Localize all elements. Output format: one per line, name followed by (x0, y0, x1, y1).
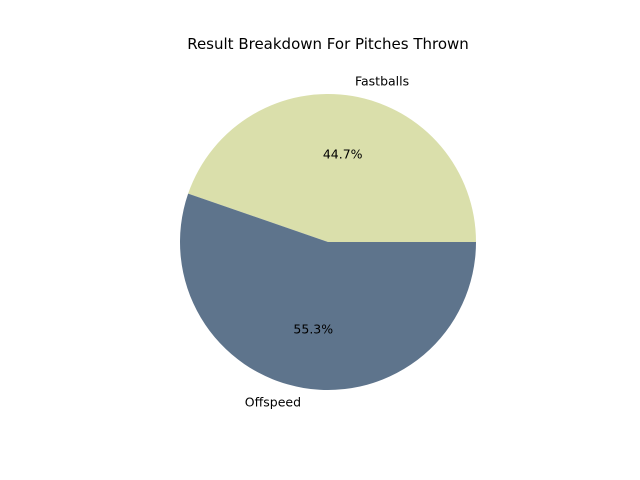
pie-labels: Fastballs 44.7% Offspeed 55.3% (245, 73, 409, 409)
chart-title: Result Breakdown For Pitches Thrown (187, 35, 469, 53)
percent-label-fastballs: 44.7% (323, 146, 363, 161)
pie-slice-offspeed (180, 193, 476, 390)
slice-label-offspeed: Offspeed (245, 395, 301, 410)
pie-slice-fastballs (188, 93, 476, 242)
pie-slices (180, 93, 476, 390)
percent-label-offspeed: 55.3% (293, 322, 333, 337)
slice-label-fastballs: Fastballs (355, 73, 409, 88)
